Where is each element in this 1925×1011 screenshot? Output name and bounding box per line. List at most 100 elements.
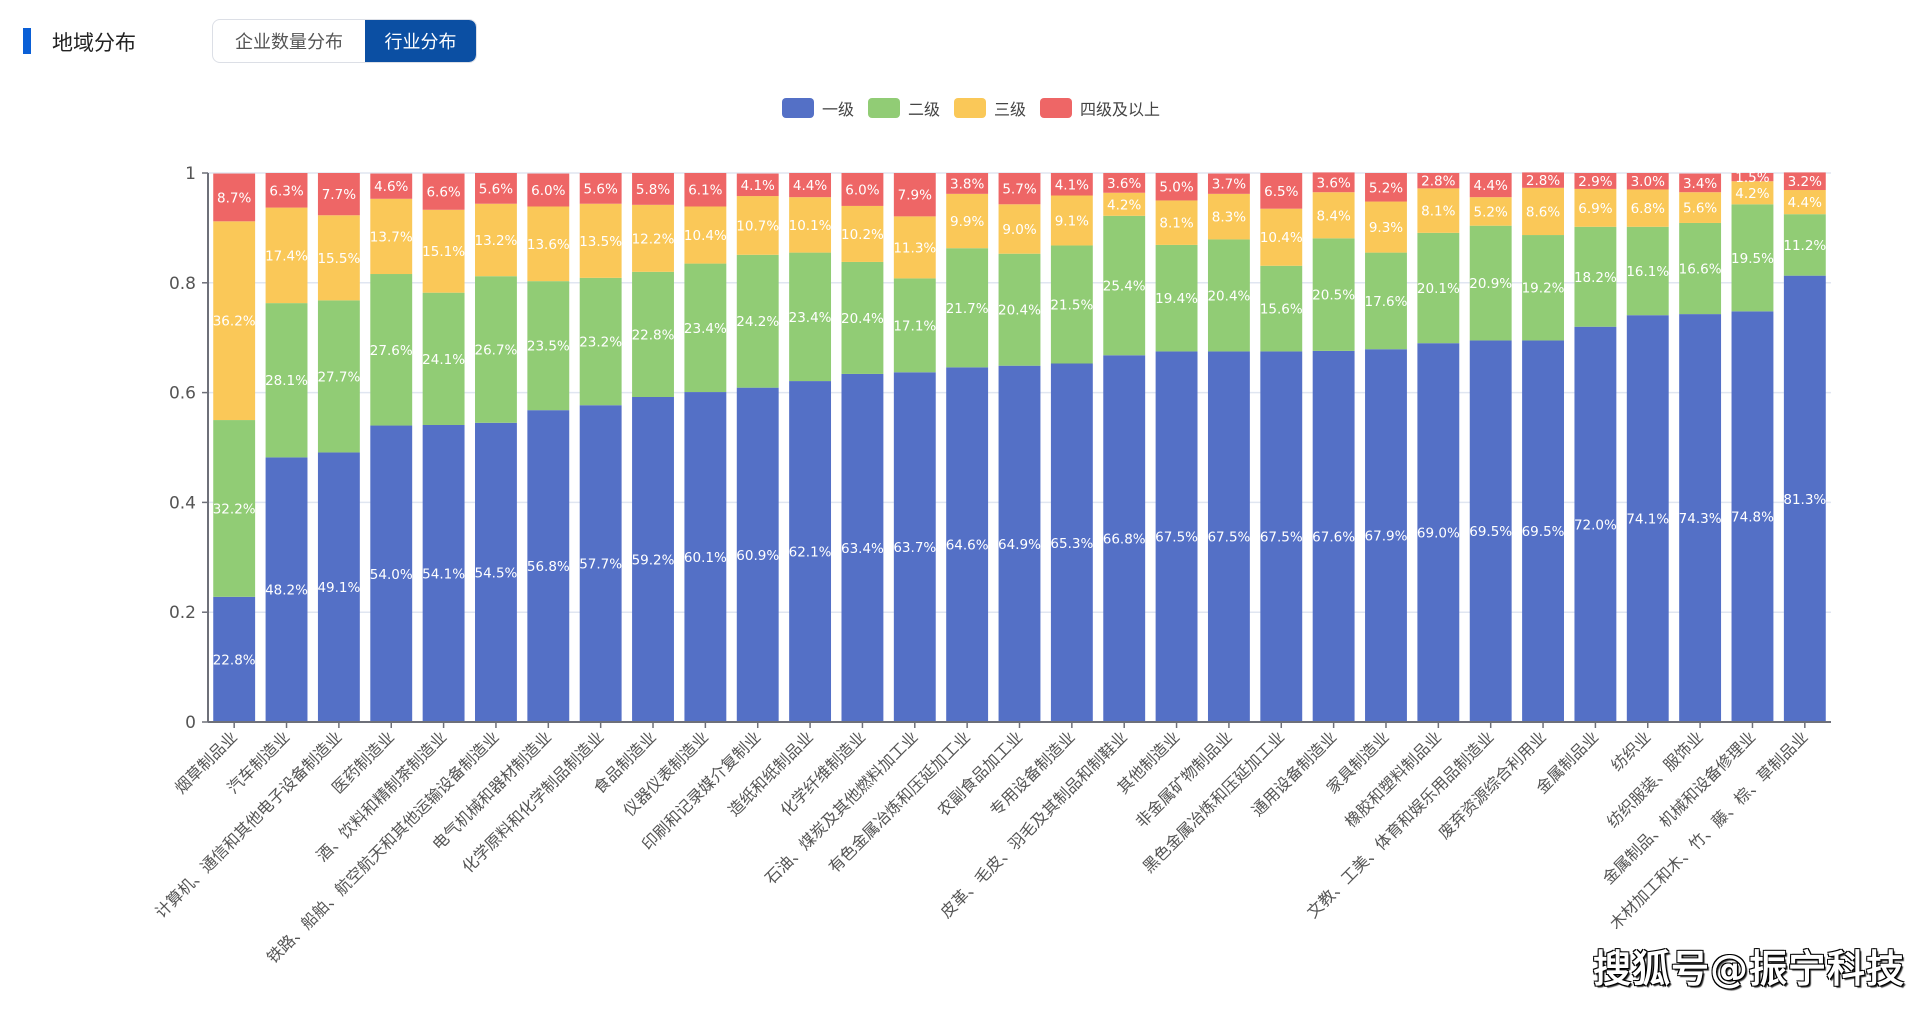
bar-segment-1[interactable] xyxy=(789,381,832,722)
bar-segment-1[interactable] xyxy=(475,422,517,722)
bar-segment-3[interactable] xyxy=(684,206,727,264)
bar-segment-1[interactable] xyxy=(684,392,727,722)
bar-segment-1[interactable] xyxy=(841,373,884,722)
bar-segment-2[interactable] xyxy=(1050,245,1093,364)
bar-segment-4[interactable] xyxy=(632,173,674,205)
bar-segment-4[interactable] xyxy=(1155,173,1198,201)
bar-segment-4[interactable] xyxy=(317,173,360,216)
bar-segment-3[interactable] xyxy=(1783,190,1826,215)
tab-industry-distribution[interactable]: 行业分布 xyxy=(365,20,476,62)
bar-segment-4[interactable] xyxy=(579,173,622,204)
bar-segment-3[interactable] xyxy=(1103,192,1146,216)
bar-segment-4[interactable] xyxy=(1312,172,1355,193)
bar-segment-1[interactable] xyxy=(1050,363,1093,722)
bar-segment-2[interactable] xyxy=(1312,238,1355,351)
bar-segment-2[interactable] xyxy=(527,281,570,411)
bar-segment-3[interactable] xyxy=(1260,208,1303,266)
bar-segment-4[interactable] xyxy=(841,173,884,206)
bar-segment-3[interactable] xyxy=(946,193,989,249)
bar-segment-4[interactable] xyxy=(1679,173,1722,193)
bar-segment-1[interactable] xyxy=(1417,343,1460,722)
bar-segment-3[interactable] xyxy=(1522,187,1564,236)
bar-segment-1[interactable] xyxy=(736,387,779,722)
bar-segment-3[interactable] xyxy=(632,204,674,272)
bar-segment-1[interactable] xyxy=(1365,349,1407,722)
bar-segment-2[interactable] xyxy=(579,277,622,406)
bar-segment-3[interactable] xyxy=(1731,181,1774,205)
bar-segment-2[interactable] xyxy=(1626,226,1669,316)
bar-segment-2[interactable] xyxy=(1260,265,1303,352)
bar-segment-2[interactable] xyxy=(1783,214,1826,276)
bar-segment-2[interactable] xyxy=(1574,226,1617,327)
bar-segment-4[interactable] xyxy=(1417,173,1460,189)
bar-segment-2[interactable] xyxy=(1731,204,1774,312)
bar-segment-2[interactable] xyxy=(1365,252,1407,350)
bar-segment-1[interactable] xyxy=(998,365,1041,722)
bar-segment-4[interactable] xyxy=(1731,173,1774,182)
bar-segment-4[interactable] xyxy=(213,173,256,222)
bar-segment-2[interactable] xyxy=(1679,222,1722,315)
bar-segment-1[interactable] xyxy=(1312,350,1355,722)
bar-segment-1[interactable] xyxy=(370,425,413,722)
bar-segment-3[interactable] xyxy=(527,206,570,282)
bar-segment-1[interactable] xyxy=(1522,340,1564,722)
bar-segment-2[interactable] xyxy=(475,276,517,423)
bar-segment-3[interactable] xyxy=(1679,192,1722,223)
bar-segment-2[interactable] xyxy=(946,248,989,368)
bar-segment-1[interactable] xyxy=(527,410,570,722)
bar-segment-3[interactable] xyxy=(998,204,1041,254)
bar-segment-1[interactable] xyxy=(1783,275,1826,722)
bar-segment-3[interactable] xyxy=(370,198,413,275)
bar-segment-2[interactable] xyxy=(998,253,1041,366)
bar-segment-1[interactable] xyxy=(317,452,360,722)
bar-segment-1[interactable] xyxy=(1731,311,1774,722)
bar-segment-3[interactable] xyxy=(475,203,517,277)
bar-segment-4[interactable] xyxy=(1050,173,1093,196)
bar-segment-4[interactable] xyxy=(1469,173,1512,198)
bar-segment-2[interactable] xyxy=(1207,239,1250,352)
bar-segment-3[interactable] xyxy=(841,205,884,262)
bar-segment-2[interactable] xyxy=(213,420,256,597)
bar-segment-2[interactable] xyxy=(1522,235,1564,341)
bar-segment-4[interactable] xyxy=(893,173,936,217)
bar-segment-3[interactable] xyxy=(1207,193,1250,240)
bar-segment-1[interactable] xyxy=(579,405,622,722)
bar-segment-4[interactable] xyxy=(475,173,517,204)
bar-segment-4[interactable] xyxy=(789,173,832,198)
bar-segment-1[interactable] xyxy=(265,457,308,722)
bar-segment-2[interactable] xyxy=(789,252,832,382)
bar-segment-3[interactable] xyxy=(1469,197,1512,226)
bar-segment-3[interactable] xyxy=(317,215,360,301)
bar-segment-2[interactable] xyxy=(841,261,884,374)
bar-segment-1[interactable] xyxy=(1574,326,1617,722)
bar-segment-3[interactable] xyxy=(422,209,465,293)
bar-segment-2[interactable] xyxy=(265,303,308,458)
bar-segment-4[interactable] xyxy=(1365,173,1407,202)
bar-segment-3[interactable] xyxy=(789,197,832,253)
bar-segment-4[interactable] xyxy=(1522,172,1564,188)
bar-segment-4[interactable] xyxy=(1574,173,1617,189)
bar-segment-1[interactable] xyxy=(1469,340,1512,722)
bar-segment-1[interactable] xyxy=(422,424,465,722)
bar-segment-1[interactable] xyxy=(1260,351,1303,722)
bar-segment-3[interactable] xyxy=(1312,192,1355,239)
legend-item-level-2[interactable]: 二级 xyxy=(868,96,940,120)
bar-segment-4[interactable] xyxy=(1783,172,1826,191)
bar-segment-1[interactable] xyxy=(1679,314,1722,722)
bar-segment-1[interactable] xyxy=(893,372,936,722)
bar-segment-1[interactable] xyxy=(213,596,256,722)
bar-segment-3[interactable] xyxy=(579,203,622,278)
bar-segment-1[interactable] xyxy=(1207,351,1250,722)
bar-segment-4[interactable] xyxy=(527,173,570,207)
bar-segment-2[interactable] xyxy=(736,254,779,388)
bar-segment-3[interactable] xyxy=(213,221,256,421)
bar-segment-4[interactable] xyxy=(736,173,779,197)
tab-company-count-distribution[interactable]: 企业数量分布 xyxy=(235,32,343,53)
bar-segment-4[interactable] xyxy=(1207,173,1250,194)
bar-segment-3[interactable] xyxy=(265,207,308,304)
bar-segment-4[interactable] xyxy=(265,173,308,208)
bar-segment-4[interactable] xyxy=(684,173,727,207)
bar-segment-2[interactable] xyxy=(422,292,465,425)
bar-segment-1[interactable] xyxy=(1626,315,1669,722)
bar-segment-2[interactable] xyxy=(1469,225,1512,341)
